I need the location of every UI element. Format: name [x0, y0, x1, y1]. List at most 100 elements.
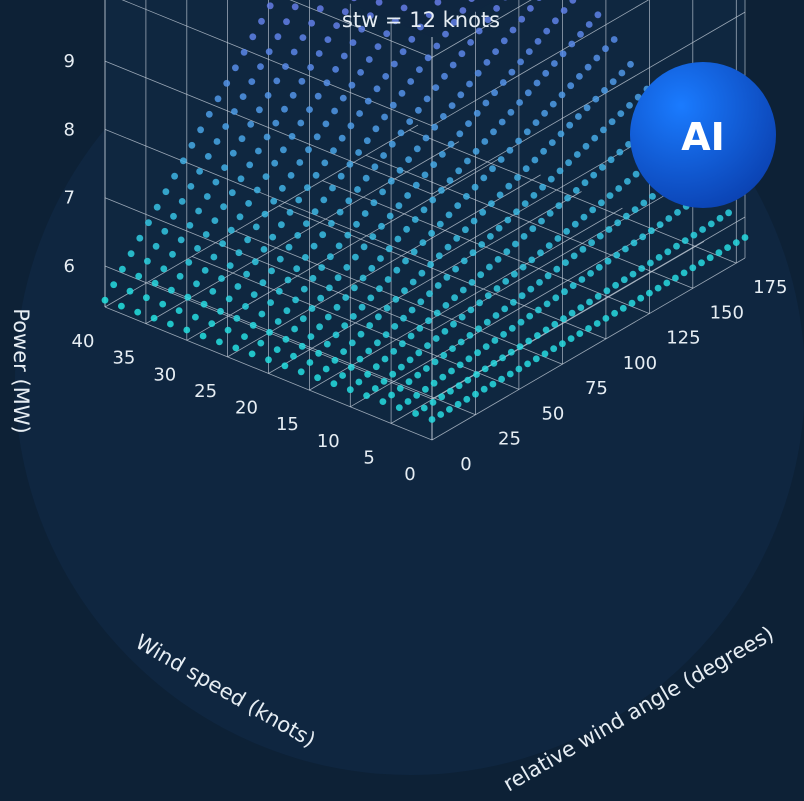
data-point — [159, 300, 167, 308]
data-point — [638, 265, 646, 272]
data-point — [495, 224, 503, 232]
data-point — [313, 133, 321, 141]
data-point — [471, 183, 479, 191]
data-point — [312, 171, 320, 179]
x-tick-label: 50 — [541, 403, 564, 424]
data-point — [408, 35, 416, 43]
data-point — [552, 294, 560, 302]
data-point — [205, 110, 213, 118]
z-tick-label: 7 — [64, 188, 75, 209]
data-point — [200, 300, 208, 308]
data-point — [627, 60, 634, 68]
data-point — [585, 21, 593, 28]
data-point — [524, 89, 532, 97]
floor-gridline-speed — [350, 224, 664, 408]
data-point — [150, 314, 158, 322]
data-point — [355, 378, 363, 386]
data-point — [568, 309, 576, 317]
data-point — [418, 269, 426, 277]
data-point — [463, 395, 471, 403]
data-point — [540, 147, 547, 155]
data-point — [216, 338, 223, 346]
data-point — [522, 165, 530, 173]
data-point — [517, 58, 524, 66]
data-point — [290, 48, 298, 56]
data-point — [429, 399, 437, 406]
data-point — [523, 128, 531, 136]
data-point — [412, 410, 419, 417]
data-point — [545, 242, 553, 250]
data-point — [580, 213, 588, 221]
data-point — [473, 371, 480, 378]
data-point — [329, 184, 336, 192]
data-point — [236, 213, 244, 221]
data-point — [579, 245, 587, 253]
data-point — [431, 358, 439, 366]
data-point — [440, 113, 447, 120]
data-point — [272, 119, 280, 127]
data-point — [553, 265, 561, 273]
data-point — [101, 296, 109, 304]
data-point — [639, 233, 647, 241]
data-point — [486, 263, 493, 271]
data-point — [554, 235, 562, 242]
data-point — [223, 79, 231, 87]
data-point — [559, 50, 567, 58]
data-point — [422, 385, 429, 393]
data-point — [598, 199, 605, 207]
data-point — [391, 60, 398, 68]
data-point — [611, 309, 618, 317]
data-point — [648, 227, 655, 235]
data-point — [482, 343, 490, 350]
data-point — [624, 178, 631, 185]
data-point — [530, 192, 538, 199]
data-point — [255, 147, 262, 155]
data-point — [541, 350, 549, 358]
data-point — [203, 193, 211, 200]
data-point — [548, 139, 556, 147]
data-point — [601, 87, 608, 94]
data-point — [640, 199, 648, 207]
data-point — [391, 323, 399, 330]
x-tick-label: 150 — [710, 302, 744, 323]
data-point — [562, 259, 569, 266]
data-point — [167, 320, 174, 328]
data-point — [268, 267, 275, 275]
y-tick-label: 0 — [404, 464, 415, 485]
data-point — [457, 91, 465, 99]
data-point — [578, 276, 586, 283]
data-point — [555, 202, 563, 210]
data-point — [324, 36, 332, 43]
data-point — [631, 206, 639, 214]
data-point — [565, 159, 572, 167]
data-point — [483, 59, 491, 66]
data-point — [127, 250, 135, 258]
data-point — [647, 259, 654, 267]
data-point — [535, 306, 542, 314]
data-point — [632, 170, 640, 178]
data-point — [543, 300, 551, 308]
data-point — [472, 147, 480, 155]
data-point — [363, 137, 371, 145]
data-point — [379, 398, 387, 405]
data-point — [665, 215, 673, 222]
data-point — [600, 126, 607, 134]
data-point — [625, 141, 632, 148]
data-point — [220, 203, 228, 211]
y-tick-label: 40 — [72, 331, 95, 352]
data-point — [110, 281, 118, 289]
data-point — [242, 303, 249, 310]
data-point — [302, 254, 309, 261]
data-point — [396, 385, 404, 392]
data-point — [202, 231, 210, 238]
data-point — [299, 315, 307, 323]
data-point — [584, 63, 592, 71]
data-point — [468, 279, 476, 286]
data-point — [546, 210, 554, 217]
data-point — [480, 385, 488, 393]
data-point — [484, 292, 492, 299]
data-point — [177, 236, 185, 244]
data-point — [501, 305, 509, 313]
data-point — [294, 232, 302, 239]
data-point — [126, 287, 134, 295]
